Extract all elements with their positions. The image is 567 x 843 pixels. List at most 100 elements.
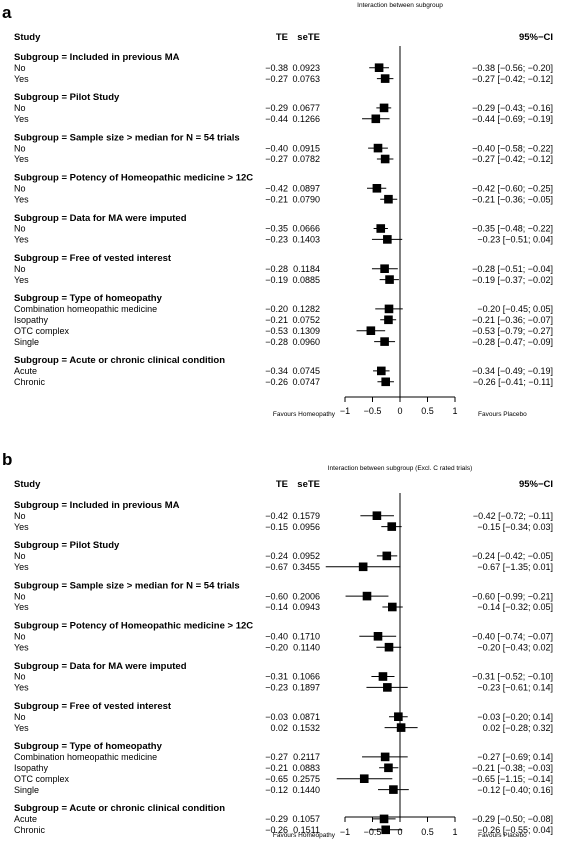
ci-value: −0.29 [−0.50; −0.08] [472, 814, 553, 824]
study-row-label: OTC complex [14, 774, 70, 784]
te-value: 0.02 [270, 723, 288, 733]
te-value: −0.40 [265, 632, 288, 642]
effect-square [389, 785, 398, 794]
sete-value: 0.1309 [292, 326, 320, 336]
column-header-study: Study [14, 32, 41, 43]
study-row-label: Combination homeopathic medicine [14, 304, 157, 314]
subgroup-label: Subgroup = Type of homeopathy [14, 293, 163, 304]
te-value: −0.40 [265, 143, 288, 153]
effect-square [358, 562, 368, 572]
subgroup-label: Subgroup = Free of vested interest [14, 701, 172, 712]
sete-value: 0.0782 [292, 154, 320, 164]
sete-value: 0.1440 [292, 785, 320, 795]
x-tick-label: 0 [397, 827, 402, 837]
study-row-label: Yes [14, 114, 29, 124]
sete-value: 0.0952 [292, 551, 320, 561]
ci-value: 0.02 [−0.28; 0.32] [483, 723, 553, 733]
effect-square [380, 337, 389, 346]
te-value: −0.03 [265, 712, 288, 722]
te-value: −0.20 [265, 304, 288, 314]
sete-value: 0.0960 [292, 337, 320, 347]
favours-right-label: Favours Placebo [478, 832, 527, 839]
te-value: −0.21 [265, 763, 288, 773]
sete-value: 0.0747 [292, 377, 320, 387]
study-row-label: Single [14, 785, 39, 795]
ci-value: −0.34 [−0.49; −0.19] [472, 366, 553, 376]
ci-value: −0.24 [−0.42; −0.05] [472, 551, 553, 561]
te-value: −0.26 [265, 377, 288, 387]
x-tick-label: 0.5 [421, 827, 434, 837]
te-value: −0.14 [265, 602, 288, 612]
sete-value: 0.0915 [292, 143, 320, 153]
study-row-label: Yes [14, 154, 29, 164]
study-row-label: No [14, 712, 26, 722]
te-value: −0.28 [265, 337, 288, 347]
te-value: −0.29 [265, 814, 288, 824]
te-value: −0.42 [265, 184, 288, 194]
study-row-label: Yes [14, 602, 29, 612]
subgroup-label: Subgroup = Data for MA were imputed [14, 661, 187, 672]
subgroup-label: Subgroup = Type of homeopathy [14, 741, 163, 752]
ci-value: −0.20 [−0.45; 0.05] [477, 304, 553, 314]
ci-value: −0.23 [−0.51; 0.04] [477, 235, 553, 245]
effect-square [380, 74, 390, 83]
study-row-label: Acute [14, 366, 37, 376]
study-row-label: Combination homeopathic medicine [14, 752, 157, 762]
ci-value: −0.20 [−0.43; 0.02] [477, 642, 553, 652]
favours-left-label: Favours Homeopathy [273, 411, 336, 418]
sete-value: 0.1266 [292, 114, 320, 124]
te-value: −0.28 [265, 264, 288, 274]
effect-square [384, 304, 394, 314]
study-row-label: Single [14, 337, 39, 347]
study-row-label: OTC complex [14, 326, 70, 336]
effect-square [396, 723, 406, 732]
x-tick-label: 0 [397, 406, 402, 416]
effect-square [383, 683, 392, 692]
effect-square [387, 522, 397, 531]
effect-square [377, 366, 386, 376]
study-row-label: No [14, 632, 26, 642]
sete-value: 0.2117 [293, 752, 320, 762]
subgroup-label: Subgroup = Included in previous MA [14, 52, 180, 63]
sete-value: 0.1184 [293, 264, 320, 274]
ci-value: −0.21 [−0.36; −0.07] [472, 315, 553, 325]
subgroup-label: Subgroup = Included in previous MA [14, 500, 180, 511]
study-row-label: Acute [14, 814, 37, 824]
ci-value: −0.28 [−0.51; −0.04] [472, 264, 553, 274]
sete-value: 0.0752 [292, 315, 320, 325]
subgroup-label: Subgroup = Acute or chronic clinical con… [14, 355, 225, 366]
effect-square [379, 103, 389, 113]
study-row-label: Chronic [14, 377, 46, 387]
subgroup-label: Subgroup = Sample size > median for N = … [14, 580, 240, 591]
te-value: −0.27 [265, 154, 288, 164]
sete-value: 0.2006 [292, 591, 320, 601]
te-value: −0.27 [265, 752, 288, 762]
ci-value: −0.65 [−1.15; −0.14] [472, 774, 553, 784]
sete-value: 0.0790 [292, 194, 320, 204]
study-row-label: No [14, 63, 26, 73]
study-row-label: No [14, 143, 26, 153]
ci-value: −0.12 [−0.40; 0.16] [477, 785, 553, 795]
study-row-label: Yes [14, 275, 29, 285]
ci-value: −0.40 [−0.58; −0.22] [472, 143, 553, 153]
sete-value: 0.1511 [293, 825, 320, 835]
chart-title: Interaction between subgroup (Excl. C ra… [328, 465, 473, 472]
effect-square [371, 114, 381, 124]
subgroup-label: Subgroup = Pilot Study [14, 540, 120, 551]
te-value: −0.60 [265, 591, 288, 601]
column-header-sete: seTE [297, 32, 320, 43]
subgroup-label: Subgroup = Data for MA were imputed [14, 213, 187, 224]
ci-value: −0.27 [−0.42; −0.12] [472, 154, 553, 164]
chart-title: Interaction between subgroup [357, 2, 443, 9]
ci-value: −0.15 [−0.34; 0.03] [477, 522, 553, 532]
study-row-label: Isopathy [14, 315, 49, 325]
effect-square [381, 377, 390, 387]
sete-value: 0.1579 [292, 511, 320, 521]
ci-value: −0.27 [−0.42; −0.12] [472, 74, 553, 84]
subgroup-label: Subgroup = Pilot Study [14, 92, 120, 103]
panel-letter: a [2, 3, 12, 22]
study-row-label: No [14, 224, 26, 234]
effect-square [378, 672, 388, 681]
sete-value: 0.0956 [292, 522, 320, 532]
